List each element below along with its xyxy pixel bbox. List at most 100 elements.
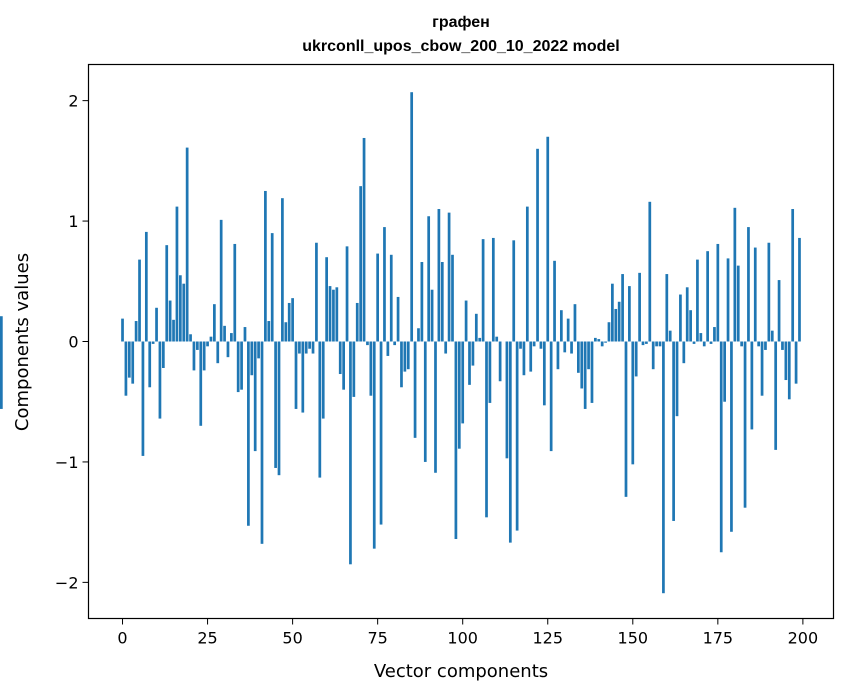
bar xyxy=(243,327,247,342)
bar xyxy=(665,274,669,342)
bar xyxy=(580,341,584,389)
bar xyxy=(668,330,672,342)
bar xyxy=(413,341,417,438)
bar xyxy=(444,341,448,354)
bar xyxy=(474,313,478,342)
bar xyxy=(172,319,175,342)
bar xyxy=(291,298,294,342)
bar xyxy=(559,310,563,342)
y-axis-label: Components values xyxy=(12,253,33,431)
bar xyxy=(175,206,179,342)
bar xyxy=(624,341,628,497)
bar xyxy=(478,337,482,342)
bar xyxy=(209,336,213,342)
bar xyxy=(338,341,342,375)
bar xyxy=(376,253,380,342)
bar xyxy=(131,341,135,384)
bar xyxy=(709,341,713,344)
bar xyxy=(281,198,284,342)
x-tick-label: 25 xyxy=(197,629,217,648)
bar xyxy=(546,136,550,342)
x-tick-label: 75 xyxy=(367,629,387,648)
bar xyxy=(185,147,189,342)
bar xyxy=(621,274,624,342)
bar xyxy=(359,186,363,342)
bar xyxy=(733,207,737,342)
bar xyxy=(393,341,397,346)
bar xyxy=(641,341,645,346)
bar xyxy=(716,243,720,342)
x-tick-label: 125 xyxy=(532,629,563,648)
bar xyxy=(420,262,424,342)
bar xyxy=(0,341,3,409)
bar xyxy=(182,283,186,342)
bar xyxy=(682,341,686,364)
bar xyxy=(549,341,553,452)
bar xyxy=(148,341,152,388)
x-axis-label: Vector components xyxy=(374,661,548,682)
bar xyxy=(155,307,158,342)
y-tick-label: −2 xyxy=(55,573,79,592)
x-tick-label: 175 xyxy=(703,629,734,648)
bar xyxy=(519,341,522,349)
bar xyxy=(434,341,437,473)
bar xyxy=(318,341,322,478)
bar xyxy=(706,251,709,342)
bar xyxy=(781,341,784,350)
bar xyxy=(454,341,458,540)
bar xyxy=(726,258,730,342)
bar xyxy=(206,341,209,347)
bar xyxy=(743,341,747,508)
bar xyxy=(505,341,509,459)
bar xyxy=(138,259,141,342)
bar xyxy=(770,330,774,342)
bar xyxy=(315,242,318,342)
bar xyxy=(498,341,502,382)
bar xyxy=(774,341,778,450)
bar xyxy=(127,341,131,378)
bar xyxy=(345,246,349,342)
bar xyxy=(757,341,761,347)
x-tick-label: 150 xyxy=(618,629,649,648)
bar xyxy=(277,341,281,476)
bar xyxy=(696,259,699,342)
bar xyxy=(257,341,260,359)
bar xyxy=(213,304,216,342)
y-tick-label: −1 xyxy=(55,453,79,472)
bar xyxy=(396,296,400,342)
bar xyxy=(672,341,675,521)
bar xyxy=(226,341,230,358)
bar xyxy=(730,341,733,532)
bar xyxy=(679,294,682,342)
bar xyxy=(753,247,757,342)
x-tick-label: 50 xyxy=(282,629,302,648)
bar xyxy=(287,302,291,342)
bar xyxy=(515,341,519,531)
bar xyxy=(468,341,471,385)
bar xyxy=(787,341,791,400)
bar xyxy=(165,245,169,342)
bar xyxy=(675,341,679,417)
bar xyxy=(685,287,689,342)
bar xyxy=(655,341,658,347)
bar xyxy=(250,341,254,376)
bar xyxy=(617,301,621,342)
x-tick-label: 0 xyxy=(117,629,127,648)
y-tick-label: 2 xyxy=(68,92,78,111)
bar xyxy=(383,227,386,342)
bar xyxy=(301,341,305,413)
bar xyxy=(723,341,726,402)
bar xyxy=(566,318,570,342)
bar xyxy=(270,233,274,342)
bar xyxy=(529,341,533,372)
bar xyxy=(386,341,390,356)
bar xyxy=(794,341,798,384)
bar xyxy=(151,341,155,344)
bar xyxy=(423,341,427,462)
bar xyxy=(202,341,206,371)
bar xyxy=(553,260,556,342)
bar xyxy=(719,341,723,553)
bar xyxy=(481,239,485,342)
